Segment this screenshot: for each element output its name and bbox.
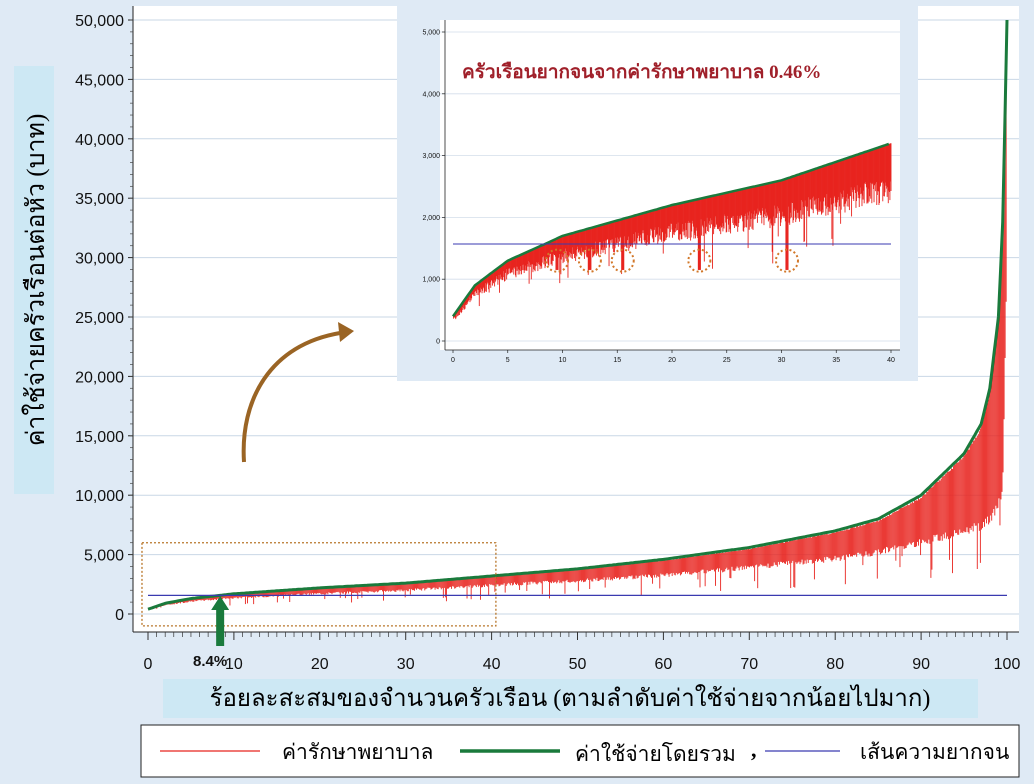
percent-arrow-icon	[211, 596, 230, 646]
legend-box	[140, 724, 1020, 778]
x-tick-label: 0	[144, 656, 153, 673]
inset-circle-marker	[545, 248, 570, 273]
y-tick-label: 5,000	[84, 548, 124, 565]
zoom-region-box	[141, 542, 497, 627]
x-tick-label: 90	[912, 656, 930, 673]
x-tick-label: 70	[740, 656, 758, 673]
legend: ค่ารักษาพยาบาล ค่าใช้จ่ายโดยรวม , เส้นคว…	[140, 724, 1020, 778]
inset-x-tick-label: 25	[723, 357, 731, 364]
legend-label-total: ค่าใช้จ่ายโดยรวม	[575, 742, 736, 766]
inset-x-axis-ticks: 0 5 10 15 20 25 30 35 40	[451, 350, 895, 364]
x-tick-label: 10	[225, 656, 243, 673]
y-tick-label: 10,000	[75, 488, 124, 505]
callout-arrow-icon	[241, 322, 354, 463]
inset-y-axis-ticks: 0 1,000 2,000 3,000 4,000 5,000	[422, 30, 445, 346]
x-tick-label: 20	[311, 656, 329, 673]
y-tick-label: 40,000	[75, 132, 124, 149]
inset-total-expense-line	[451, 142, 890, 318]
y-tick-label: 25,000	[75, 310, 124, 327]
x-tick-label: 30	[397, 656, 415, 673]
inset-circle-marker	[577, 248, 602, 273]
legend-label-medical: ค่ารักษาพยาบาล	[282, 740, 433, 764]
x-tick-label: 60	[655, 656, 673, 673]
y-tick-label: 0	[115, 607, 124, 624]
inset-x-tick-label: 20	[668, 357, 676, 364]
y-axis-ticks: 0 5,000 10,000 15,000 20,000 25,000 30,000 35,0…	[75, 13, 133, 624]
medical-expense-series	[150, 74, 1007, 610]
inset-title: ครัวเรือนยากจนจากค่ารักษาพยาบาล 0.46%	[462, 61, 821, 83]
y-tick-label: 15,000	[75, 429, 124, 446]
inset-x-tick-label: 5	[506, 357, 510, 364]
inset-x-tick-label: 15	[613, 357, 621, 364]
x-axis-label-background	[163, 679, 978, 718]
inset-x-tick-label: 0	[451, 357, 455, 364]
legend-separator: ,	[751, 737, 757, 762]
inset-y-tick-label: 4,000	[422, 91, 440, 98]
inset-circle-marker	[687, 248, 712, 273]
inset-circle-marker	[610, 248, 635, 273]
inset-x-tick-label: 40	[887, 357, 895, 364]
y-tick-label: 20,000	[75, 369, 124, 386]
inset-y-tick-label: 3,000	[422, 153, 440, 160]
y-tick-label: 35,000	[75, 191, 124, 208]
y-tick-label: 30,000	[75, 251, 124, 268]
percent-label: 8.4%	[193, 653, 227, 670]
percent-annotation: 8.4%	[193, 596, 230, 670]
total-expense-line	[147, 19, 1009, 611]
inset-x-tick-label: 30	[778, 357, 786, 364]
x-tick-label: 40	[483, 656, 501, 673]
x-tick-label: 80	[826, 656, 844, 673]
legend-label-poverty: เส้นความยากจน	[860, 740, 1009, 764]
inset-x-tick-label: 10	[559, 357, 567, 364]
inset-circle-marker	[774, 248, 799, 273]
x-axis-label: ร้อยละสะสมของจำนวนครัวเรือน (ตามลำดับค่า…	[210, 684, 931, 712]
inset-y-tick-label: 5,000	[422, 30, 440, 37]
inset-y-tick-label: 2,000	[422, 215, 440, 222]
x-tick-label: 50	[569, 656, 587, 673]
x-axis-ticks: 0 10 20 30 40 50 60 70 80 90 100	[144, 632, 1021, 673]
inset-y-tick-label: 0	[436, 339, 440, 346]
y-axis-label: ค่าใช้จ่ายครัวเรือนต่อหัว (บาท)	[21, 114, 50, 447]
y-tick-label: 50,000	[75, 13, 124, 30]
inset-x-tick-label: 35	[832, 357, 840, 364]
inset-circles	[545, 248, 799, 273]
inset-y-tick-label: 1,000	[422, 277, 440, 284]
y-tick-label: 45,000	[75, 72, 124, 89]
x-tick-label: 100	[994, 656, 1021, 673]
y-axis-label-background	[14, 66, 54, 494]
